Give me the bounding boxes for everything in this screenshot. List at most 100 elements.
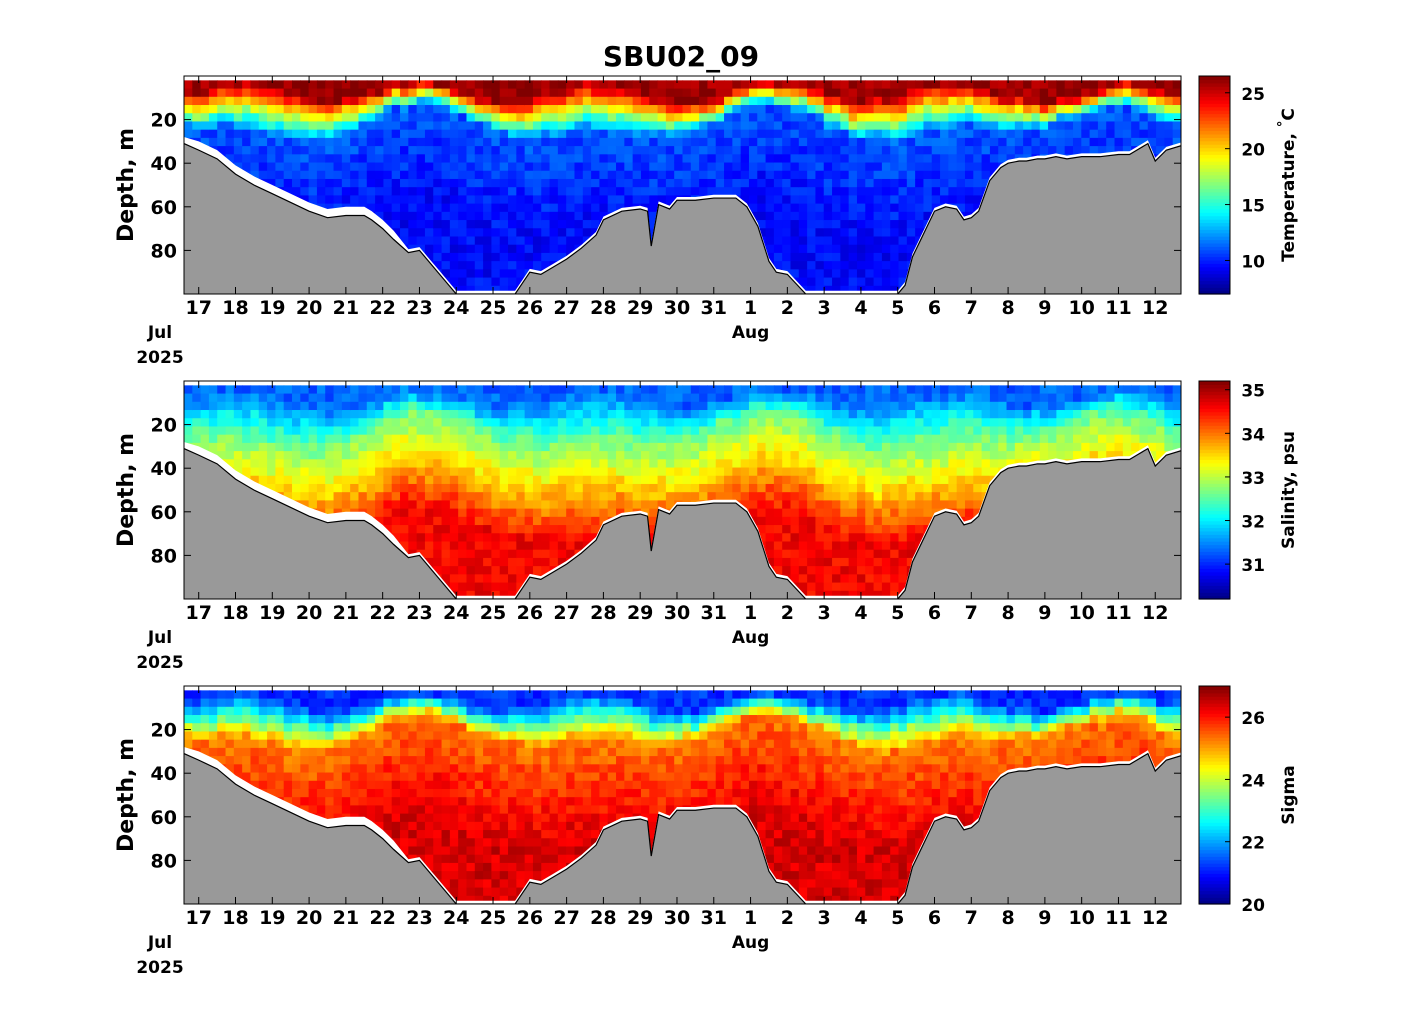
- heatmap-cell: [532, 187, 542, 196]
- heatmap-cell: [458, 105, 468, 114]
- heatmap-cell: [441, 244, 451, 254]
- heatmap-cell: [383, 146, 393, 155]
- heatmap-cell: [574, 178, 584, 188]
- heatmap-cell: [458, 252, 468, 262]
- heatmap-cell: [416, 113, 426, 123]
- heatmap-cell: [649, 129, 659, 139]
- heatmap-cell: [948, 187, 958, 196]
- colorbar-step: [1199, 133, 1230, 138]
- heatmap-cell: [549, 434, 559, 444]
- heatmap-cell: [483, 467, 493, 477]
- heatmap-cell: [906, 211, 916, 221]
- heatmap-cell: [765, 187, 775, 196]
- heatmap-cell: [292, 393, 301, 403]
- heatmap-cell: [508, 211, 517, 221]
- heatmap-cell: [865, 285, 875, 294]
- heatmap-cell: [757, 105, 767, 114]
- heatmap-cell: [599, 88, 609, 98]
- heatmap-cell: [948, 162, 958, 172]
- heatmap-cell: [956, 146, 966, 155]
- heatmap-cell: [532, 557, 542, 567]
- heatmap-cell: [516, 211, 526, 221]
- heatmap-cell: [607, 508, 617, 518]
- heatmap-cell: [391, 113, 401, 123]
- heatmap-cell: [316, 195, 326, 205]
- heatmap-cell: [674, 475, 684, 485]
- heatmap-cell: [848, 220, 858, 229]
- heatmap-cell: [724, 410, 733, 419]
- heatmap-cell: [873, 154, 883, 164]
- heatmap-cell: [665, 418, 675, 428]
- heatmap-cell: [873, 146, 883, 155]
- heatmap-cell: [483, 426, 493, 436]
- heatmap-cell: [724, 105, 733, 114]
- heatmap-cell: [915, 129, 925, 139]
- heatmap-cell: [657, 88, 667, 98]
- heatmap-cell: [699, 492, 709, 501]
- heatmap-cell: [616, 467, 625, 477]
- heatmap-cell: [416, 146, 426, 155]
- heatmap-cell: [491, 88, 501, 98]
- heatmap-cell: [906, 80, 916, 90]
- heatmap-cell: [184, 80, 193, 90]
- heatmap-cell: [707, 154, 717, 164]
- heatmap-cell: [474, 195, 484, 205]
- heatmap-cell: [292, 105, 301, 114]
- heatmap-cell: [441, 88, 451, 98]
- heatmap-cell: [790, 187, 800, 196]
- heatmap-cell: [873, 244, 883, 254]
- heatmap-cell: [616, 203, 625, 213]
- colorbar-step: [1199, 191, 1230, 196]
- heatmap-cell: [383, 467, 393, 477]
- heatmap-cell: [898, 269, 908, 279]
- heatmap-cell: [391, 483, 401, 493]
- heatmap-cell: [998, 88, 1008, 98]
- heatmap-cell: [491, 385, 501, 395]
- heatmap-cell: [574, 170, 584, 180]
- heatmap-cell: [699, 418, 709, 428]
- heatmap-cell: [474, 113, 484, 123]
- heatmap-cell: [923, 162, 933, 172]
- heatmap-cell: [549, 533, 559, 543]
- heatmap-cell: [532, 252, 542, 262]
- heatmap-cell: [1122, 129, 1132, 139]
- heatmap-cell: [1081, 88, 1091, 98]
- heatmap-cell: [557, 129, 567, 139]
- heatmap-cell: [242, 105, 252, 114]
- heatmap-cell: [441, 483, 451, 493]
- heatmap-cell: [998, 96, 1008, 106]
- colorbar-step: [1199, 270, 1230, 275]
- heatmap-cell: [757, 211, 767, 221]
- heatmap-cell: [375, 105, 384, 114]
- heatmap-cell: [532, 426, 542, 436]
- heatmap-cell: [225, 393, 235, 403]
- heatmap-cell: [591, 80, 601, 90]
- colorbar-step: [1199, 167, 1230, 172]
- heatmap-cell: [458, 508, 468, 518]
- heatmap-cell: [823, 170, 833, 180]
- heatmap-cell: [798, 261, 808, 270]
- heatmap-cell: [616, 105, 625, 114]
- heatmap-cell: [732, 113, 742, 123]
- heatmap-cell: [574, 442, 584, 452]
- heatmap-cell: [674, 434, 684, 444]
- x-tick-label: 23: [406, 297, 432, 319]
- heatmap-cell: [416, 541, 426, 551]
- heatmap-cell: [400, 492, 409, 501]
- heatmap-cell: [715, 178, 725, 188]
- heatmap-cell: [483, 475, 493, 485]
- heatmap-cell: [516, 252, 526, 262]
- heatmap-cell: [906, 252, 916, 262]
- heatmap-cell: [557, 195, 567, 205]
- heatmap-cell: [765, 195, 775, 205]
- heatmap-cell: [508, 236, 517, 246]
- heatmap-cell: [217, 88, 227, 98]
- heatmap-cell: [1014, 129, 1024, 139]
- heatmap-cell: [707, 451, 717, 460]
- heatmap-cell: [856, 269, 866, 279]
- heatmap-cell: [449, 557, 459, 567]
- heatmap-cell: [242, 451, 252, 460]
- heatmap-cell: [682, 459, 692, 469]
- heatmap-cell: [607, 178, 617, 188]
- heatmap-cell: [541, 434, 551, 444]
